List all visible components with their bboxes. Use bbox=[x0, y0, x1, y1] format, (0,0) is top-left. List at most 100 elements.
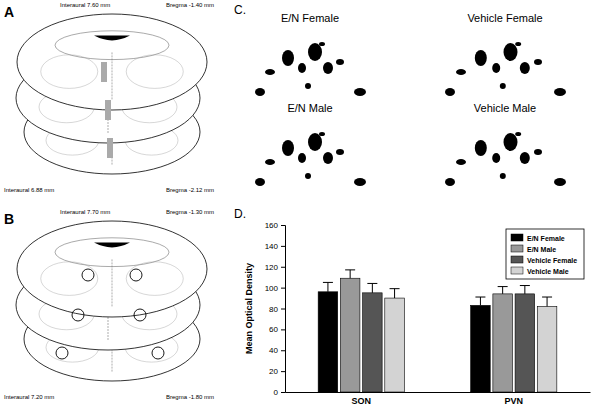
bregma-label: Bregma -1.80 mm bbox=[166, 394, 214, 400]
stained-cell bbox=[298, 63, 306, 73]
stained-cell bbox=[282, 50, 294, 66]
y-axis: 020406080100120140160 bbox=[265, 221, 286, 397]
stained-cell bbox=[475, 140, 487, 156]
stained-cell bbox=[308, 133, 322, 151]
stained-cell bbox=[504, 133, 518, 151]
tick-mark bbox=[281, 246, 285, 247]
bar bbox=[318, 292, 338, 392]
region-circle bbox=[82, 269, 94, 281]
micrograph bbox=[445, 42, 566, 96]
stained-cell bbox=[554, 88, 566, 96]
section-outline bbox=[17, 14, 207, 110]
error-line bbox=[327, 282, 328, 291]
x-axis: SONPVN bbox=[286, 393, 591, 407]
legend: E/N FemaleE/N MaleVehicle FemaleVehicle … bbox=[506, 229, 584, 279]
stained-cell bbox=[475, 50, 487, 66]
stained-cell bbox=[445, 178, 455, 186]
panel-label: D. bbox=[234, 207, 246, 221]
tick: 100 bbox=[265, 284, 285, 293]
atlas-section bbox=[17, 14, 207, 110]
tick-label: 160 bbox=[265, 221, 279, 230]
figure: AInteraural 7.60 mmBregma -1.40 mmIntera… bbox=[0, 0, 600, 417]
nucleus-outline bbox=[126, 55, 183, 89]
legend-label: E/N Female bbox=[527, 235, 565, 242]
legend-box bbox=[506, 229, 584, 279]
stained-cell bbox=[323, 62, 333, 74]
error-line bbox=[480, 297, 481, 305]
stained-cell bbox=[354, 88, 366, 96]
stained-cell bbox=[500, 83, 506, 89]
error-cap bbox=[520, 285, 530, 286]
stained-cell bbox=[504, 43, 518, 61]
tick: 160 bbox=[265, 221, 285, 230]
tick: SON bbox=[351, 396, 371, 406]
stained-cell bbox=[515, 132, 521, 136]
tick-mark bbox=[281, 225, 285, 226]
stained-cell bbox=[492, 63, 500, 73]
legend-swatch bbox=[511, 267, 523, 274]
tick-mark bbox=[281, 350, 285, 351]
stained-cell bbox=[305, 173, 311, 179]
tick-label: 120 bbox=[265, 263, 279, 272]
tick-label: 40 bbox=[269, 346, 278, 355]
region-shading bbox=[101, 62, 107, 82]
stained-cell bbox=[319, 42, 325, 46]
ventricle bbox=[94, 243, 130, 248]
interaural-label: Interaural 7.60 mm bbox=[60, 2, 110, 8]
error-bar bbox=[323, 282, 333, 291]
error-cap bbox=[498, 286, 508, 287]
stained-cell bbox=[336, 149, 344, 155]
tick: 140 bbox=[265, 242, 285, 251]
interaural-label: Interaural 7.20 mm bbox=[4, 394, 54, 400]
cortex-line bbox=[55, 31, 169, 60]
tick: 120 bbox=[265, 263, 285, 272]
background bbox=[0, 0, 600, 417]
region-circle bbox=[152, 347, 164, 359]
tick-label: 0 bbox=[274, 388, 279, 397]
micrograph-label: Vehicle Male bbox=[474, 102, 536, 114]
cortex-line bbox=[55, 238, 169, 267]
stained-cell bbox=[308, 43, 322, 61]
tick-mark bbox=[281, 371, 285, 372]
error-bar bbox=[498, 287, 508, 294]
region-circle bbox=[130, 269, 142, 281]
tick-label: 140 bbox=[265, 242, 279, 251]
error-bar bbox=[542, 297, 552, 306]
error-cap bbox=[475, 297, 485, 298]
tick-mark bbox=[281, 267, 285, 268]
stained-cell bbox=[520, 152, 530, 164]
atlas-panel: BInteraural 7.70 mmBregma -1.30 mmIntera… bbox=[4, 209, 214, 400]
bregma-label: Bregma -1.30 mm bbox=[166, 209, 214, 215]
tick-mark bbox=[281, 329, 285, 330]
bar bbox=[537, 306, 557, 392]
micrograph-label: E/N Male bbox=[287, 102, 332, 114]
error-line bbox=[372, 283, 373, 292]
legend-swatch bbox=[511, 256, 523, 263]
interaural-label: Interaural 7.70 mm bbox=[60, 209, 110, 215]
tick: 40 bbox=[269, 346, 285, 355]
bar bbox=[471, 305, 491, 392]
bar bbox=[515, 294, 535, 392]
stained-cell bbox=[445, 88, 455, 96]
legend-swatch bbox=[511, 234, 523, 241]
stained-cell bbox=[534, 59, 542, 65]
tick: 60 bbox=[269, 325, 285, 334]
error-bar bbox=[475, 297, 485, 305]
micrograph-panel: C.E/N FemaleVehicle FemaleE/N MaleVehicl… bbox=[234, 3, 566, 186]
stained-cell bbox=[492, 153, 500, 163]
region-circle bbox=[56, 347, 68, 359]
stained-cell bbox=[515, 42, 521, 46]
error-cap bbox=[542, 297, 552, 298]
tick-label: 60 bbox=[269, 325, 278, 334]
error-line bbox=[524, 286, 525, 294]
bar bbox=[340, 278, 360, 392]
micrograph-label: E/N Female bbox=[281, 12, 339, 24]
plot-area bbox=[318, 270, 557, 392]
tick-mark bbox=[281, 288, 285, 289]
axis-line bbox=[286, 392, 591, 393]
bar bbox=[493, 294, 513, 392]
stained-cell bbox=[554, 178, 566, 186]
error-cap bbox=[367, 283, 377, 284]
micrograph bbox=[255, 42, 366, 96]
stained-cell bbox=[265, 69, 275, 75]
